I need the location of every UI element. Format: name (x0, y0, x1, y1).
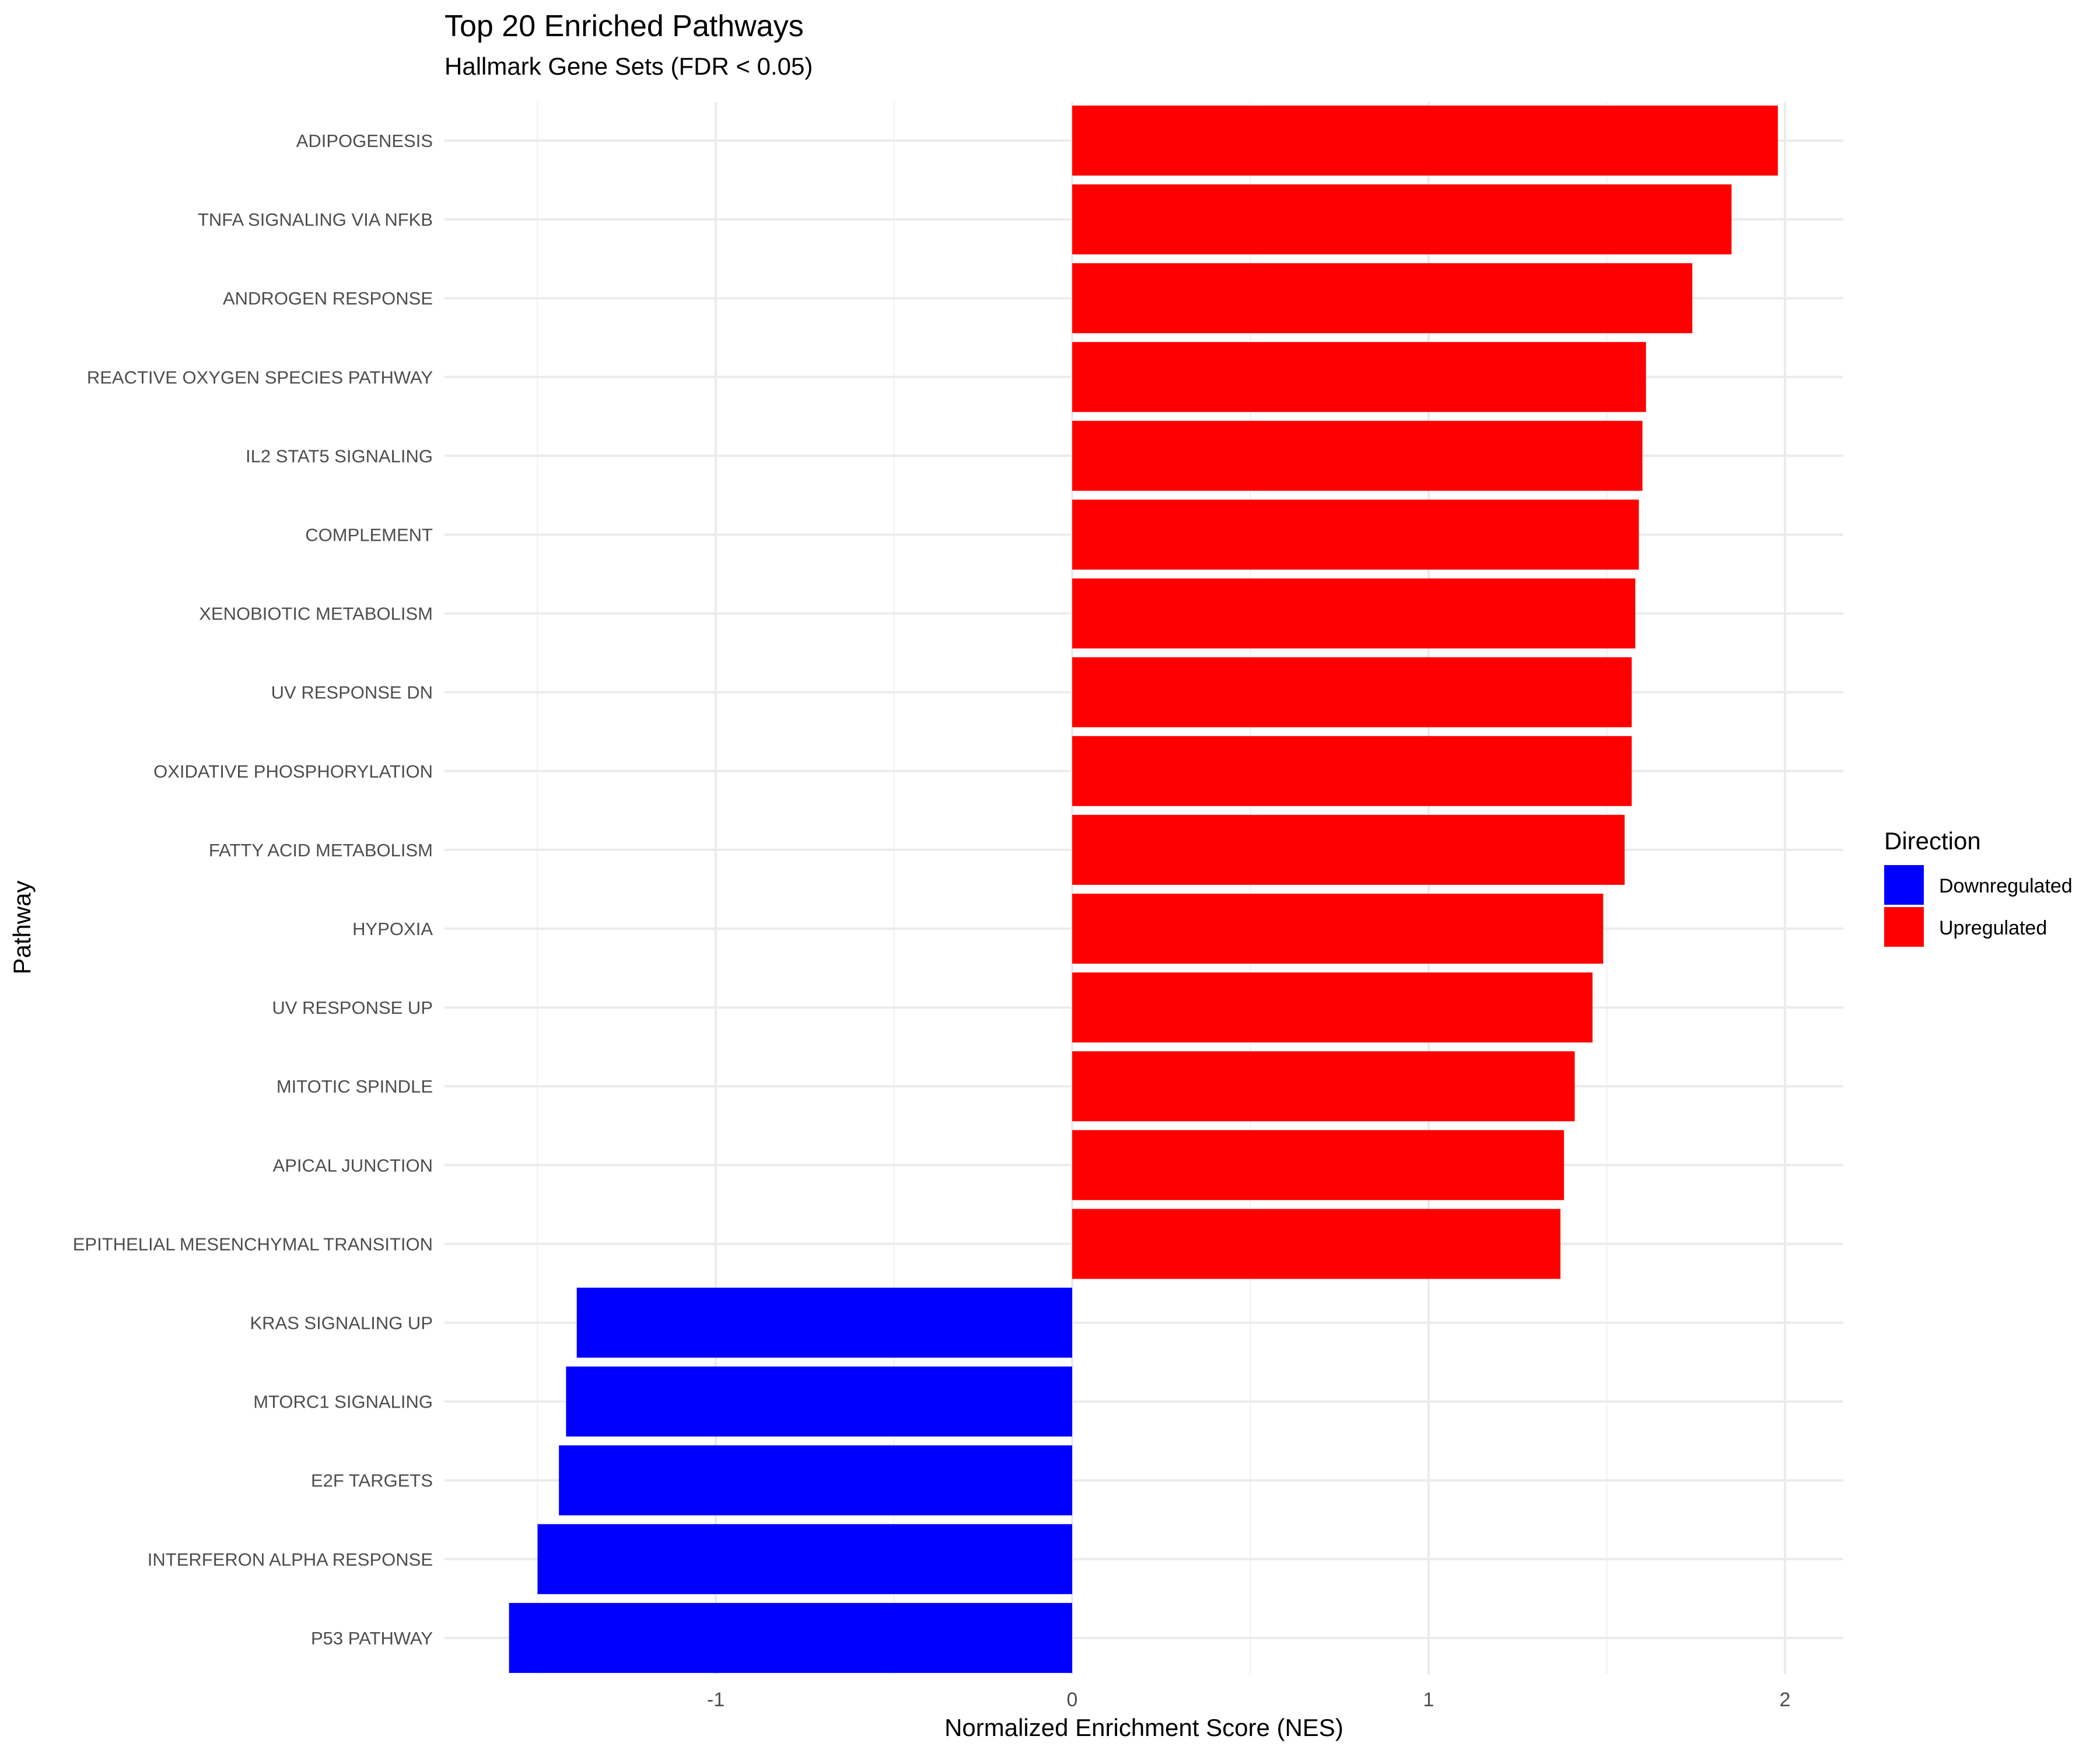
legend-label-downregulated: Downregulated (1939, 875, 2073, 897)
bar-mtorc1-signaling (566, 1366, 1072, 1437)
y-tick-label: FATTY ACID METABOLISM (209, 840, 433, 860)
bar-reactive-oxygen-species-pathway (1072, 342, 1646, 412)
bar-p53-pathway (509, 1602, 1072, 1673)
y-tick-label: UV RESPONSE UP (272, 998, 433, 1018)
y-tick-label: E2F TARGETS (311, 1471, 433, 1491)
bar-xenobiotic-metabolism (1072, 578, 1636, 649)
bars (509, 106, 1778, 1673)
bar-kras-signaling-up (576, 1287, 1072, 1358)
bar-epithelial-mesenchymal-transition (1072, 1209, 1561, 1279)
bar-interferon-alpha-response (537, 1524, 1072, 1594)
bar-e2f-targets (559, 1445, 1072, 1516)
bar-androgen-response (1072, 263, 1693, 334)
x-axis-title: Normalized Enrichment Score (NES) (944, 1714, 1343, 1741)
legend-swatch-downregulated (1884, 865, 1924, 905)
x-tick-label: -1 (707, 1689, 724, 1711)
y-tick-label: ANDROGEN RESPONSE (223, 288, 433, 309)
bar-oxidative-phosphorylation (1072, 736, 1632, 806)
x-tick-label: 2 (1780, 1689, 1791, 1711)
legend-title: Direction (1884, 827, 1981, 855)
x-axis-tick-labels: -1 0 1 2 (707, 1689, 1791, 1711)
y-tick-label: COMPLEMENT (305, 525, 433, 545)
y-axis-title: Pathway (8, 880, 36, 974)
y-tick-label: MITOTIC SPINDLE (276, 1076, 433, 1097)
y-tick-label: P53 PATHWAY (311, 1628, 433, 1648)
y-tick-label: XENOBIOTIC METABOLISM (199, 604, 433, 624)
legend-label-upregulated: Upregulated (1939, 917, 2047, 939)
y-tick-label: TNFA SIGNALING VIA NFKB (198, 209, 433, 230)
y-tick-label: MTORC1 SIGNALING (253, 1392, 433, 1412)
y-tick-label: OXIDATIVE PHOSPHORYLATION (153, 761, 433, 782)
bar-uv-response-up (1072, 972, 1593, 1043)
y-tick-label: APICAL JUNCTION (273, 1155, 433, 1175)
bar-hypoxia (1072, 894, 1604, 964)
y-tick-label: KRAS SIGNALING UP (250, 1313, 433, 1334)
y-tick-label: REACTIVE OXYGEN SPECIES PATHWAY (87, 367, 433, 387)
y-axis-tick-labels: ADIPOGENESIS TNFA SIGNALING VIA NFKB ANDRO… (73, 131, 433, 1648)
y-tick-label: EPITHELIAL MESENCHYMAL TRANSITION (73, 1234, 433, 1254)
bar-il2-stat5-signaling (1072, 421, 1643, 491)
legend: Direction Downregulated Upregulated (1884, 827, 2073, 947)
bar-tnfa-signaling-via-nfkb (1072, 184, 1732, 255)
y-tick-label: INTERFERON ALPHA RESPONSE (148, 1549, 433, 1570)
bar-mitotic-spindle (1072, 1051, 1575, 1122)
legend-swatch-upregulated (1884, 907, 1924, 947)
y-tick-label: HYPOXIA (352, 919, 433, 939)
y-tick-label: UV RESPONSE DN (271, 682, 433, 703)
chart-title: Top 20 Enriched Pathways (444, 9, 804, 43)
y-tick-label: ADIPOGENESIS (296, 131, 433, 151)
bar-adipogenesis (1072, 106, 1778, 176)
bar-uv-response-dn (1072, 657, 1632, 727)
bar-complement (1072, 499, 1639, 570)
chart-subtitle: Hallmark Gene Sets (FDR < 0.05) (444, 52, 813, 80)
x-tick-label: 1 (1423, 1689, 1434, 1711)
x-tick-label: 0 (1067, 1689, 1078, 1711)
bar-apical-junction (1072, 1130, 1564, 1200)
bar-fatty-acid-metabolism (1072, 814, 1625, 885)
y-tick-label: IL2 STAT5 SIGNALING (246, 446, 433, 466)
